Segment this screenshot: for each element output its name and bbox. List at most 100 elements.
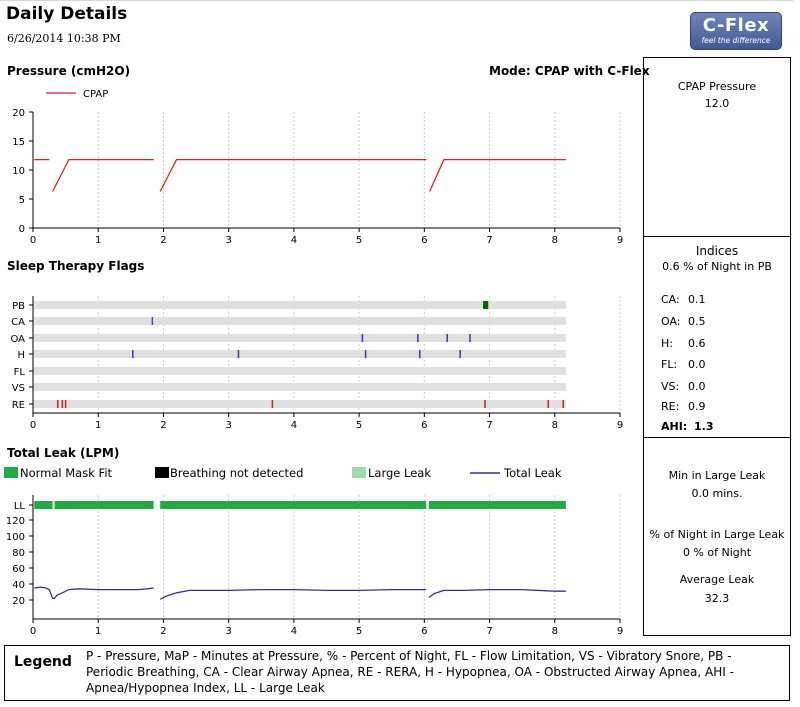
x-tick-label: 9 xyxy=(617,420,623,431)
flag-row-label: OA xyxy=(10,334,25,345)
leak-chart: 0 1 2 3 4 5 6 7 8 9 20 40 60 80 100 120 LL Normal Mask Fi… xyxy=(4,466,623,637)
index-value: 0.5 xyxy=(688,315,706,328)
index-label: H: xyxy=(661,337,673,350)
panel-divider xyxy=(643,236,791,237)
pressure-chart: 0 1 2 3 4 5 6 7 8 9 0 5 10 15 20 CPAP xyxy=(12,89,623,246)
y-tick-label: 40 xyxy=(12,580,25,591)
index-value: 1.3 xyxy=(694,420,714,433)
logo-main-text: C-Flex xyxy=(702,15,770,36)
legend-label-total-leak: Total Leak xyxy=(503,466,562,480)
flag-row-bar xyxy=(33,334,566,342)
y-tick-label: 120 xyxy=(6,516,25,527)
cflex-logo: C-Flex feel the difference xyxy=(690,12,782,50)
min-large-leak-value: 0.0 mins. xyxy=(691,487,743,500)
flag-row-label: RE xyxy=(12,400,25,411)
x-tick-label: 4 xyxy=(291,626,297,637)
x-tick-label: 8 xyxy=(552,420,558,431)
x-tick-label: 8 xyxy=(552,626,558,637)
index-label: CA: xyxy=(661,293,680,306)
normal-mask-fit-bar xyxy=(54,501,154,509)
index-label: FL: xyxy=(661,358,678,371)
cpap-pressure-label: CPAP Pressure xyxy=(677,80,757,93)
x-tick-label: 0 xyxy=(30,420,36,431)
legend-label-large-leak: Large Leak xyxy=(368,466,431,480)
x-tick-label: 4 xyxy=(291,420,297,431)
x-tick-label: 3 xyxy=(225,235,231,246)
x-tick-label: 6 xyxy=(421,420,427,431)
cpap-pressure-line xyxy=(52,158,154,192)
summary-panel xyxy=(643,57,791,636)
x-tick-label: 5 xyxy=(356,235,362,246)
pct-large-leak-label: % of Night in Large Leak xyxy=(649,528,785,541)
x-tick-label: 3 xyxy=(225,626,231,637)
y-tick-label: 10 xyxy=(12,166,25,177)
x-tick-label: 2 xyxy=(160,626,166,637)
x-tick-label: 0 xyxy=(30,235,36,246)
indices-title: Indices xyxy=(695,244,739,258)
total-leak-line xyxy=(428,588,566,599)
x-tick-label: 5 xyxy=(356,626,362,637)
x-tick-label: 3 xyxy=(225,420,231,431)
flags-section-title: Sleep Therapy Flags xyxy=(7,259,145,273)
normal-mask-fit-bar xyxy=(34,501,53,509)
flag-row-label: H xyxy=(17,350,25,361)
x-tick-label: 9 xyxy=(617,235,623,246)
pct-large-leak-value: 0 % of Night xyxy=(682,546,752,559)
legend-title: Legend xyxy=(14,654,72,670)
flag-row-label: CA xyxy=(11,317,25,328)
x-tick-label: 6 xyxy=(421,626,427,637)
x-tick-label: 5 xyxy=(356,420,362,431)
index-label: AHI: xyxy=(661,420,688,433)
legend-swatch-large-leak xyxy=(352,467,366,478)
legend-swatch-normal-fit xyxy=(4,467,18,478)
normal-mask-fit-bar xyxy=(428,501,566,509)
x-tick-label: 4 xyxy=(291,235,297,246)
x-tick-label: 1 xyxy=(95,235,101,246)
index-value: 0.9 xyxy=(688,400,706,413)
y-tick-label: 5 xyxy=(19,195,25,206)
x-tick-label: 2 xyxy=(160,420,166,431)
mode-label: Mode: CPAP with C-Flex xyxy=(489,64,650,78)
average-leak-value: 32.3 xyxy=(704,592,730,605)
legend-label-breathing-not-detected: Breathing not detected xyxy=(170,466,303,480)
page-title: Daily Details xyxy=(6,4,128,24)
report-datetime: 6/26/2014 10:38 PM xyxy=(7,32,121,45)
flag-span-pb xyxy=(483,301,489,309)
index-label: RE: xyxy=(661,400,680,413)
index-label: OA: xyxy=(661,315,681,328)
y-tick-label: 20 xyxy=(12,596,25,607)
flag-row-bar xyxy=(33,350,566,358)
cpap-pressure-line xyxy=(159,158,427,192)
x-tick-label: 7 xyxy=(486,235,492,246)
cpap-pressure-line xyxy=(429,158,566,192)
index-value: 0.6 xyxy=(688,337,706,350)
leak-section-title: Total Leak (LPM) xyxy=(7,446,120,460)
flag-row-label: VS xyxy=(12,383,25,394)
total-leak-line xyxy=(34,586,154,600)
indices-pb: 0.6 % of Night in PB xyxy=(662,260,772,273)
legend-box xyxy=(4,645,790,701)
y-tick-label: 15 xyxy=(12,137,25,148)
index-value: 0.0 xyxy=(688,358,706,371)
flag-row-bar xyxy=(33,317,566,325)
logo-tagline: feel the difference xyxy=(701,36,771,45)
top-divider xyxy=(0,0,793,1)
flag-row-label: PB xyxy=(12,301,25,312)
y-tick-label: 60 xyxy=(12,564,25,575)
y-tick-label: 100 xyxy=(6,532,25,543)
y-tick-label: 20 xyxy=(12,108,25,119)
total-leak-line xyxy=(159,588,427,600)
pressure-section-title: Pressure (cmH2O) xyxy=(7,64,131,78)
x-tick-label: 7 xyxy=(486,420,492,431)
flag-row-bar xyxy=(33,367,566,375)
index-value: 0.0 xyxy=(688,380,706,393)
flag-row-bar xyxy=(33,301,566,309)
x-tick-label: 7 xyxy=(486,626,492,637)
y-tick-label: 80 xyxy=(12,548,25,559)
x-tick-label: 1 xyxy=(95,626,101,637)
y-tick-label: 0 xyxy=(19,224,25,235)
x-tick-label: 6 xyxy=(421,235,427,246)
normal-mask-fit-bar xyxy=(160,501,427,509)
cpap-legend-label: CPAP xyxy=(83,89,108,100)
cpap-pressure-value: 12.0 xyxy=(704,97,730,110)
